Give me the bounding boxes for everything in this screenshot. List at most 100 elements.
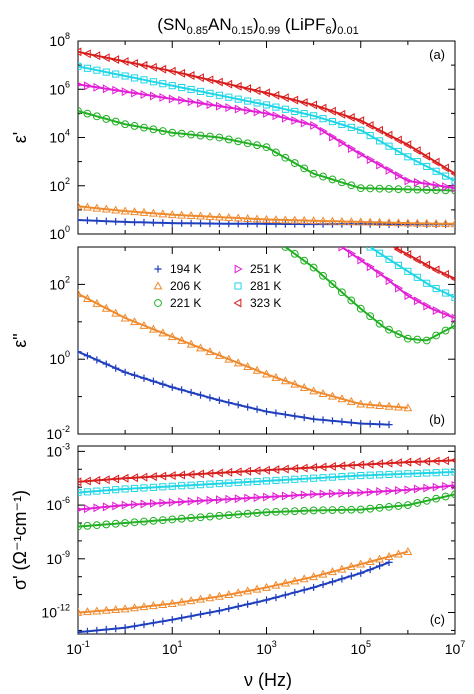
data-point	[244, 403, 252, 411]
data-point	[121, 72, 129, 80]
data-point	[121, 120, 130, 129]
data-point	[159, 617, 167, 625]
data-point	[101, 53, 110, 63]
title-subscript: 0.01	[337, 25, 358, 37]
data-point	[299, 574, 309, 583]
data-point	[168, 82, 176, 90]
data-point	[253, 107, 262, 117]
data-point	[111, 519, 120, 528]
data-point	[102, 486, 110, 494]
tick-exponent: -12	[57, 603, 70, 613]
data-point	[442, 172, 450, 180]
data-point	[224, 212, 234, 221]
data-point	[403, 547, 413, 556]
data-point	[121, 218, 129, 226]
data-point	[252, 86, 261, 96]
series-line	[78, 205, 455, 225]
data-point	[280, 93, 289, 103]
data-point	[450, 171, 455, 177]
data-point	[272, 148, 280, 157]
data-point	[328, 391, 337, 400]
data-point	[78, 107, 82, 115]
data-point	[234, 264, 243, 274]
data-point	[309, 263, 318, 272]
data-point	[224, 354, 234, 363]
data-point	[158, 471, 167, 481]
data-point	[366, 504, 375, 513]
data-point	[272, 593, 280, 602]
data-point	[102, 68, 110, 76]
tick-base: 10	[46, 443, 62, 459]
data-point	[92, 475, 101, 485]
legend-label: 221 K	[170, 296, 201, 310]
data-point	[92, 203, 102, 212]
data-point	[300, 586, 308, 594]
series-line	[78, 65, 455, 182]
data-point	[346, 562, 356, 571]
tick-exponent: 0	[65, 224, 70, 234]
data-point	[404, 291, 413, 301]
series-group	[78, 247, 455, 429]
tick-exponent: -2	[62, 424, 70, 434]
data-point	[253, 477, 261, 486]
data-point	[83, 352, 92, 360]
data-point	[196, 594, 205, 603]
tick-exponent: 5	[366, 639, 371, 649]
data-point	[178, 219, 186, 227]
data-point	[318, 569, 328, 578]
data-point	[224, 467, 233, 477]
data-point	[101, 475, 110, 485]
data-point	[395, 171, 404, 181]
data-point	[215, 91, 223, 99]
legend: 194 K 206 K 221 K 251 K 281 K 323 K	[153, 262, 281, 310]
data-point	[168, 515, 177, 524]
data-point	[347, 488, 356, 498]
data-point	[327, 106, 336, 116]
data-point	[318, 216, 328, 225]
data-point	[318, 462, 327, 472]
x-tick-label: 10-1	[66, 639, 90, 657]
data-point	[168, 128, 177, 137]
y-axis-label: ε"	[10, 333, 30, 347]
data-point	[357, 255, 366, 265]
data-point	[432, 331, 441, 340]
data-point	[215, 396, 223, 404]
tick-exponent: 6	[65, 79, 70, 89]
data-point	[281, 220, 289, 228]
data-point	[206, 132, 214, 141]
data-point	[186, 470, 195, 479]
y-axis-label: ε'	[10, 132, 30, 143]
data-point	[318, 103, 327, 113]
data-point	[120, 206, 130, 215]
data-point	[206, 89, 214, 97]
data-point	[159, 483, 167, 491]
data-point	[196, 610, 205, 618]
data-point	[271, 465, 280, 475]
data-point	[281, 247, 290, 251]
data-point	[121, 624, 129, 632]
data-point	[111, 55, 120, 65]
data-point	[404, 470, 412, 478]
data-point	[291, 107, 299, 116]
data-point	[451, 480, 455, 490]
data-point	[356, 116, 365, 126]
data-point	[376, 471, 384, 479]
data-point	[423, 483, 432, 493]
data-point	[299, 382, 309, 392]
data-point	[253, 509, 261, 517]
data-point	[423, 279, 431, 287]
data-point	[403, 334, 412, 343]
data-point	[187, 130, 196, 139]
data-point	[130, 603, 139, 612]
data-point	[140, 499, 149, 509]
data-point	[337, 178, 346, 187]
data-point	[82, 607, 92, 616]
tick-base: 10	[49, 81, 65, 97]
data-point	[153, 281, 163, 290]
data-point	[319, 126, 328, 136]
data-point	[393, 458, 402, 468]
data-point	[366, 487, 375, 497]
data-point	[329, 489, 338, 499]
